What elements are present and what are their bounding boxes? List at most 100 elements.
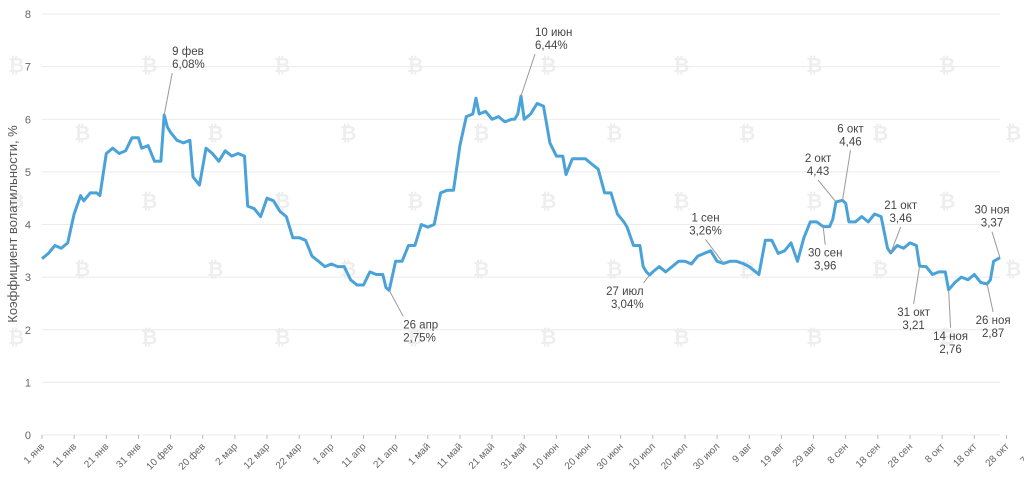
x-tick-label: 29 авг: [791, 441, 819, 469]
annotation-date: 6 окт: [837, 123, 864, 135]
y-tick-label: 6: [25, 114, 31, 126]
annotation-leader-line: [817, 179, 837, 203]
x-tick-label: 20 фев: [176, 441, 208, 473]
annotation-leader-line: [643, 274, 650, 284]
x-tick-label: 8 сен: [826, 441, 851, 466]
annotation-leader-line: [991, 231, 1001, 258]
watermark-mark: ₿: [407, 191, 423, 213]
x-tick-label: 1 янв: [22, 441, 47, 466]
watermark-mark: ₿: [872, 123, 888, 145]
watermark-layer: ₿ ₿ ₿ ₿ ₿ ₿ ₿ ₿₿ ₿ ₿ ₿ ₿ ₿ ₿ ₿₿ ₿ ₿ ₿ ₿ ₿ ₿ ₿₿ ₿ ₿ ₿ ₿ ₿ ₿ ₿₿ ₿ ₿ ₿ ₿ ₿ ₿ ₿: [8, 55, 1021, 349]
x-tick-label: 10 фев: [144, 441, 176, 473]
watermark-mark: ₿: [1005, 259, 1021, 281]
watermark-mark: ₿: [673, 191, 689, 213]
annotation-leader-line: [822, 226, 826, 245]
watermark-mark: ₿: [207, 123, 223, 145]
x-tick-label: 9 авг: [730, 441, 754, 465]
watermark-mark: ₿: [673, 327, 689, 349]
y-tick-label: 2: [25, 325, 31, 337]
annotation-leader-line: [163, 72, 173, 116]
annotation-leader-line: [842, 150, 851, 201]
annotation-date: 2 окт: [805, 153, 832, 165]
grid-lines: [42, 13, 1000, 436]
x-tick-label: 30 июл: [691, 441, 722, 472]
watermark-mark: ₿: [141, 191, 157, 213]
watermark-mark: ₿: [1005, 123, 1021, 145]
watermark-mark: ₿: [274, 55, 290, 77]
watermark-mark: ₿: [606, 123, 622, 145]
watermark-mark: ₿: [74, 123, 90, 145]
watermark-mark: ₿: [74, 259, 90, 281]
watermark-mark: ₿: [340, 123, 356, 145]
y-tick-label: 4: [25, 220, 31, 232]
watermark-mark: ₿: [939, 191, 955, 213]
annotation-leader-line: [913, 266, 921, 305]
x-tick-label: 20 июл: [659, 441, 690, 472]
watermark-mark: ₿: [806, 327, 822, 349]
watermark-mark: ₿: [806, 55, 822, 77]
watermark-mark: ₿: [473, 259, 489, 281]
annotation-date: 26 апр: [403, 319, 438, 331]
annotation-value: 6,44%: [535, 40, 568, 52]
watermark-mark: ₿: [739, 123, 755, 145]
x-tick-label: 12 мар: [242, 441, 273, 472]
watermark-mark: ₿: [141, 55, 157, 77]
annotation-value: 3,37: [981, 218, 1003, 230]
watermark-mark: ₿: [473, 123, 489, 145]
y-tick-label: 0: [25, 430, 31, 442]
x-tick-label: 31 янв: [114, 441, 143, 470]
watermark-mark: ₿: [8, 327, 24, 349]
x-tick-label: 30 июн: [595, 441, 626, 472]
x-tick-label: 21 май: [467, 441, 497, 471]
y-axis-ticks: 0 1 2 3 4 5 6 7 8: [25, 9, 31, 442]
x-tick-label: 19 авг: [759, 441, 787, 469]
watermark-mark: ₿: [274, 191, 290, 213]
x-tick-label: 1 апр: [311, 441, 337, 467]
x-tick-label: 22 мар: [274, 441, 305, 472]
x-tick-label: 2 мар: [214, 441, 241, 468]
volatility-series-line: [41, 94, 1001, 292]
x-tick-label: 28 сен: [886, 441, 915, 470]
watermark-mark: ₿: [141, 327, 157, 349]
annotation-date: 30 сен: [808, 248, 842, 260]
y-tick-label: 1: [25, 377, 31, 389]
watermark-mark: ₿: [540, 327, 556, 349]
annotation-value: 6,08%: [172, 59, 205, 71]
annotation-date: 30 ноя: [975, 205, 1010, 217]
watermark-mark: ₿: [8, 55, 24, 77]
watermark-mark: ₿: [274, 327, 290, 349]
watermark-mark: ₿: [939, 55, 955, 77]
annotation-value: 2,75%: [403, 332, 436, 344]
annotation-date: 14 ноя: [933, 331, 968, 343]
annotation-leader-line: [890, 226, 902, 254]
watermark-mark: ₿: [8, 191, 24, 213]
watermark-mark: ₿: [407, 55, 423, 77]
annotation-date: 26 ноя: [976, 315, 1011, 327]
annotation-date: 9 фев: [172, 46, 204, 58]
watermark-mark: ₿: [872, 259, 888, 281]
annotation-value: 3,04%: [611, 299, 644, 311]
x-tick-label: 28 окт: [984, 441, 1012, 469]
x-axis-ticks: 1 янв 11 янв 21 янв 31 янв 10 фев 20 фев 2 мар…: [22, 435, 1024, 472]
watermark-mark: ₿: [673, 55, 689, 77]
annotation-leader-line: [986, 283, 994, 313]
y-tick-label: 8: [25, 9, 31, 21]
annotation-leader-line: [388, 290, 404, 317]
y-tick-label: 5: [25, 167, 31, 179]
x-tick-label: 10 июн: [531, 441, 562, 472]
x-tick-label: 11 янв: [51, 441, 80, 470]
watermark-mark: ₿: [806, 191, 822, 213]
x-tick-label: 11 апр: [340, 441, 369, 470]
annotation-leader-line: [948, 289, 952, 328]
